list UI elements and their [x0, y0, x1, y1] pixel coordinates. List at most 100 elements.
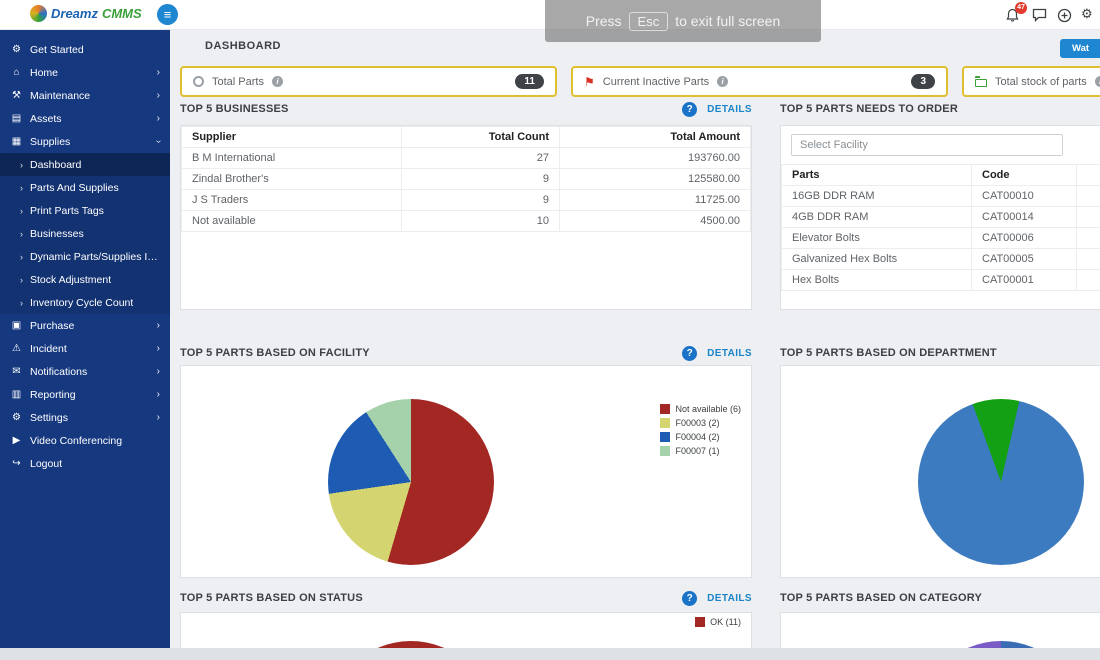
- sidebar-item-supplies[interactable]: ▦ Supplies ›: [0, 130, 170, 153]
- info-icon[interactable]: i: [717, 76, 729, 87]
- video-icon: ▶: [12, 435, 21, 446]
- sidebar-item-label: Print Parts Tags: [30, 204, 104, 217]
- notification-bell-icon[interactable]: 47: [1005, 2, 1027, 24]
- chevron-right-icon: ›: [20, 251, 23, 262]
- sidebar-item-dashboard[interactable]: › Dashboard: [0, 153, 170, 176]
- legend-label: F00003 (2): [675, 418, 720, 428]
- incident-icon: ⚠: [12, 343, 21, 354]
- table-cell: 4500.00: [559, 210, 751, 232]
- table-cell: 4GB DDR RAM: [781, 206, 972, 228]
- purchase-icon: ▣: [11, 320, 22, 331]
- table-cell: [1076, 227, 1100, 249]
- page-title: DASHBOARD: [205, 40, 281, 52]
- bottom-scrollbar[interactable]: [0, 648, 1100, 660]
- sidebar-item-inventory-cycle-count[interactable]: › Inventory Cycle Count: [0, 291, 170, 314]
- sidebar-item-settings[interactable]: ⚙ Settings ›: [0, 406, 170, 429]
- businesses-table: Supplier Total Count Total Amount B M Inter…: [181, 126, 751, 232]
- sidebar-item-logout[interactable]: ↪ Logout: [0, 452, 170, 475]
- help-icon[interactable]: ?: [682, 345, 698, 361]
- sidebar-item-notifications[interactable]: ✉ Notifications ›: [0, 360, 170, 383]
- home-icon: ⌂: [13, 67, 20, 78]
- table-cell: CAT00005: [971, 248, 1077, 270]
- sidebar-menu: ⚙ Get Started ⌂ Home › ⚒ Maintenance › ▤ Assets › ▦…: [0, 30, 170, 475]
- legend-label: Not available (6): [675, 404, 741, 414]
- details-link-businesses[interactable]: DETAILS: [707, 103, 752, 115]
- sidebar-item-reporting[interactable]: ▥ Reporting ›: [0, 383, 170, 406]
- table-row[interactable]: Hex Bolts CAT00001: [781, 269, 1100, 291]
- column-header: Parts: [781, 164, 972, 186]
- businesses-panel: Supplier Total Count Total Amount B M Inter…: [180, 125, 752, 310]
- select-facility-dropdown[interactable]: Select Facility: [791, 134, 1063, 156]
- details-link-facility[interactable]: DETAILS: [707, 347, 752, 359]
- table-row[interactable]: Elevator Bolts CAT00006: [781, 227, 1100, 249]
- sidebar-item-label: Notifications: [30, 365, 88, 378]
- sidebar-item-purchase[interactable]: ▣ Purchase ›: [0, 314, 170, 337]
- legend-item: F00007 (1): [660, 446, 741, 456]
- table-row[interactable]: J S Traders 9 11725.00: [181, 189, 751, 211]
- table-cell: 10: [401, 210, 560, 232]
- stat-cards-row: Total Parts i 11 ⚑ Current Inactive Part…: [180, 66, 1100, 97]
- table-cell: 125580.00: [559, 168, 751, 190]
- table-row[interactable]: B M International 27 193760.00: [181, 147, 751, 169]
- brand[interactable]: Dreamz CMMS: [30, 5, 142, 22]
- help-icon[interactable]: ?: [682, 590, 698, 606]
- add-circle-icon[interactable]: [1057, 8, 1073, 24]
- sidebar-item-get-started[interactable]: ⚙ Get Started: [0, 38, 170, 61]
- column-header: Code: [971, 164, 1077, 186]
- table-row[interactable]: Not available 10 4500.00: [181, 210, 751, 232]
- legend-label: F00004 (2): [675, 432, 720, 442]
- sidebar-toggle-button[interactable]: ≡: [157, 4, 178, 25]
- legend-item: OK (11): [695, 617, 741, 627]
- chevron-right-icon: ›: [20, 205, 23, 216]
- table-row[interactable]: Galvanized Hex Bolts CAT00005: [781, 248, 1100, 270]
- table-row[interactable]: 16GB DDR RAM CAT00010: [781, 185, 1100, 207]
- watch-button[interactable]: Wat: [1060, 39, 1100, 58]
- category-pie-chart: [918, 641, 1084, 648]
- section-title-top5-businesses: TOP 5 BUSINESSES: [180, 103, 289, 115]
- sidebar-item-parts-and-supplies[interactable]: › Parts And Supplies: [0, 176, 170, 199]
- table-row[interactable]: 4GB DDR RAM CAT00014: [781, 206, 1100, 228]
- sidebar-item-stock-adjustment[interactable]: › Stock Adjustment: [0, 268, 170, 291]
- chevron-right-icon: ›: [20, 228, 23, 239]
- legend-swatch: [660, 446, 671, 456]
- help-icon[interactable]: ?: [682, 101, 698, 117]
- sidebar-item-video-conferencing[interactable]: ▶ Video Conferencing: [0, 429, 170, 452]
- chevron-right-icon: ›: [156, 343, 160, 354]
- info-icon[interactable]: i: [1094, 76, 1100, 87]
- sidebar-item-dynamic-parts-supplies-import[interactable]: › Dynamic Parts/Supplies Import: [0, 245, 170, 268]
- sidebar-item-assets[interactable]: ▤ Assets ›: [0, 107, 170, 130]
- brand-name-first: Dreamz: [51, 6, 98, 21]
- legend-item: Not available (6): [660, 404, 741, 414]
- sidebar-item-print-parts-tags[interactable]: › Print Parts Tags: [0, 199, 170, 222]
- sidebar-item-label: Video Conferencing: [30, 434, 123, 447]
- sidebar-item-businesses[interactable]: › Businesses: [0, 222, 170, 245]
- table-cell: Galvanized Hex Bolts: [781, 248, 972, 270]
- category-chart-panel: [780, 612, 1100, 648]
- table-cell: 27: [401, 147, 560, 169]
- table-cell: Zindal Brother's: [181, 168, 402, 190]
- table-cell: [1076, 185, 1100, 207]
- table-cell: 193760.00: [559, 147, 751, 169]
- details-link-status[interactable]: DETAILS: [707, 592, 752, 604]
- table-cell: 16GB DDR RAM: [781, 185, 972, 207]
- column-header: Supplier: [181, 126, 402, 148]
- esc-overlay-post: to exit full screen: [675, 13, 781, 29]
- info-icon[interactable]: i: [271, 76, 283, 87]
- sidebar-item-home[interactable]: ⌂ Home ›: [0, 61, 170, 84]
- column-header: [1076, 164, 1100, 186]
- settings-gear-icon[interactable]: ⚙: [1081, 6, 1093, 21]
- table-cell: [1076, 269, 1100, 291]
- sidebar-item-label: Incident: [30, 342, 67, 355]
- facility-chart-legend: Not available (6) F00003 (2) F00004 (2) F00…: [660, 404, 741, 456]
- sidebar-item-incident[interactable]: ⚠ Incident ›: [0, 337, 170, 360]
- stat-card-current-inactive-parts: ⚑ Current Inactive Parts i 3: [571, 66, 948, 97]
- stat-card-label: Current Inactive Parts: [602, 75, 710, 88]
- section-title-parts-by-department: TOP 5 PARTS BASED ON DEPARTMENT: [780, 347, 997, 359]
- table-row[interactable]: Zindal Brother's 9 125580.00: [181, 168, 751, 190]
- sidebar-item-maintenance[interactable]: ⚒ Maintenance ›: [0, 84, 170, 107]
- department-pie-chart: [918, 399, 1084, 565]
- chat-icon[interactable]: [1032, 8, 1048, 24]
- brand-logo-icon: [30, 5, 47, 22]
- chevron-right-icon: ›: [156, 389, 160, 400]
- table-cell: B M International: [181, 147, 402, 169]
